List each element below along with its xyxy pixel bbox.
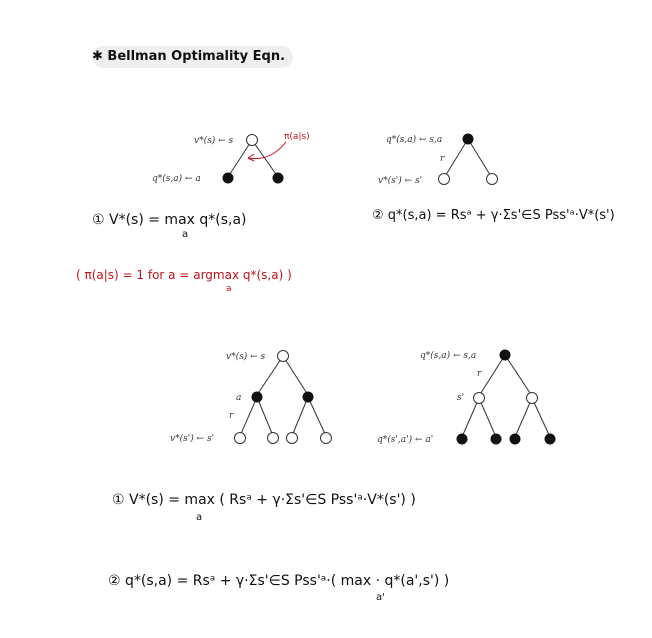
optimal-policy-note-sub: a [226,284,232,294]
optimal-policy-note: ( π(a|s) = 1 for a = argmax q*(s,a) ) [76,268,292,282]
eq1-bottom-sub: a [196,512,203,523]
tree-v-star-two-step: v*(s) ← s a r v*(s') ← s' [170,350,332,444]
eq2-bottom-sub: a' [376,592,385,603]
tree4-reward-label: r [477,369,482,379]
tree3-action-label: a [236,393,241,403]
tree3-root-label: v*(s) ← s [226,351,265,362]
tree4-state-label: s' [457,393,464,403]
eq1-top: ① V*(s) = max q*(s,a) [92,212,247,228]
state-node [438,173,450,185]
tree2-reward-label: r [440,154,445,164]
action-node [222,172,234,184]
tree4-root-label: q*(s,a) ← s,a [420,350,476,361]
action-node [462,133,474,145]
tree3-next-label: v*(s') ← s' [170,433,214,444]
eq1-top-sub: a [182,229,189,240]
eq2-bottom: ② q*(s,a) = Rsᵃ + γ·Σs'∈S Pss'ᵃ·( max · … [108,573,450,589]
tree2-next-label: v*(s') ← s' [378,175,422,186]
eq2-top: ② q*(s,a) = Rsᵃ + γ·Σs'∈S Pss'ᵃ·V*(s') [372,208,615,223]
tree1-root-label: v*(s) ← s [194,135,233,146]
tree1-action-label: q*(s,a) ← a [152,173,201,184]
policy-label: π(a|s) [284,132,310,142]
page-title: ✱ Bellman Optimality Eqn. [92,46,294,68]
state-node [246,134,258,146]
eq1-bottom: ① V*(s) = max ( Rsᵃ + γ·Σs'∈S Pss'ᵃ·V*(s… [112,492,416,508]
state-node [486,173,498,185]
tree-q-star: q*(s,a) ← s,a r v*(s') ← s' [378,133,498,186]
tree-v-star: v*(s) ← s q*(s,a) ← a π(a|s) [152,132,310,184]
tree4-next-label: q*(s',a') ← a' [377,434,433,445]
tree-q-star-two-step: q*(s,a) ← s,a r s' q*(s',a') ← a' [377,349,556,445]
tree2-root-label: q*(s,a) ← s,a [386,134,442,145]
action-node [272,172,284,184]
tree3-reward-label: r [229,411,234,421]
